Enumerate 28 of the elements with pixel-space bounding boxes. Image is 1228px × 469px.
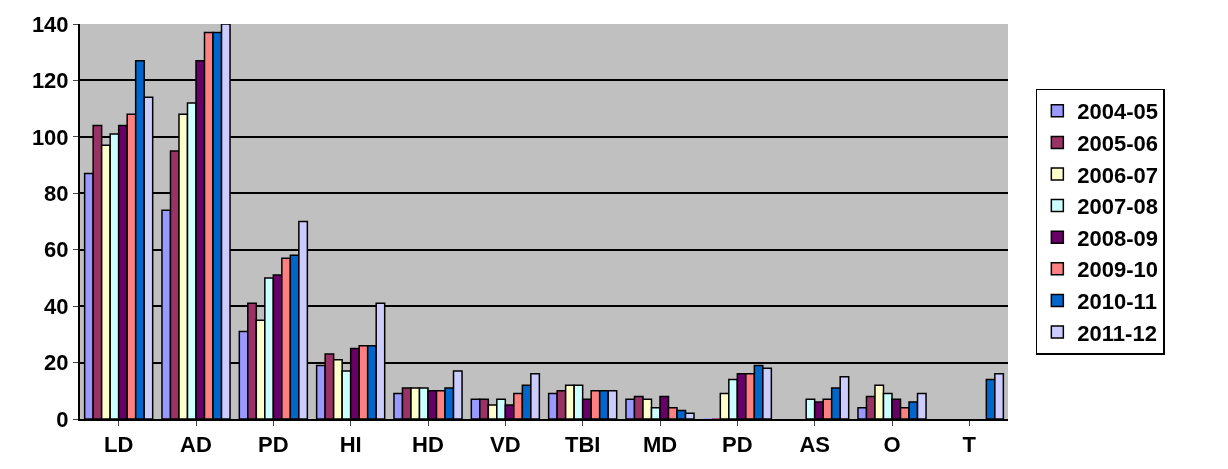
x-tick-label: PD: [258, 432, 289, 458]
y-tick-label: 120: [31, 68, 69, 94]
x-tick-label: TBI: [564, 432, 601, 458]
legend-label: 2010-11: [1077, 288, 1157, 314]
legend-label: 2011-12: [1077, 320, 1157, 346]
x-tick-label: HD: [412, 432, 444, 458]
x-tick-label: LD: [104, 432, 134, 458]
legend-label: 2008-09: [1077, 225, 1159, 251]
x-tick-label: O: [883, 432, 901, 458]
y-tick-label: 20: [44, 350, 69, 376]
x-tick-label: MD: [642, 432, 678, 458]
x-tick-label: PD: [722, 432, 753, 458]
x-tick-label: VD: [490, 432, 521, 458]
legend-label: 2005-06: [1077, 130, 1159, 156]
legend-label: 2004-05: [1077, 99, 1159, 125]
y-tick-label: 80: [44, 180, 69, 206]
y-tick-label: 0: [56, 406, 69, 432]
legend-label: 2006-07: [1077, 162, 1159, 188]
y-tick-label: 140: [31, 11, 69, 37]
legend-label: 2009-10: [1077, 257, 1159, 283]
x-tick-label: AS: [799, 432, 830, 458]
x-tick-label: AD: [180, 432, 212, 458]
y-tick-label: 60: [44, 237, 69, 263]
y-tick-label: 100: [31, 124, 69, 150]
x-tick-label: T: [962, 432, 977, 458]
y-tick-label: 40: [44, 293, 69, 319]
legend-label: 2007-08: [1077, 194, 1159, 220]
x-tick-label: HI: [339, 432, 362, 458]
